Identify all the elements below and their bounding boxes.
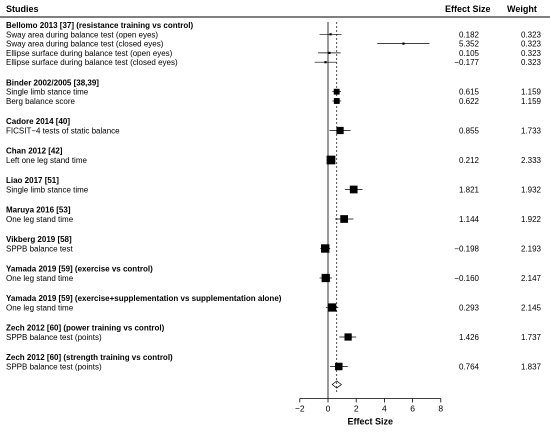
study-name: Binder 2002/2005 [38,39] xyxy=(6,78,99,87)
x-tick-label: 6 xyxy=(410,404,415,414)
effect-size-value: −0.160 xyxy=(454,274,479,283)
weight-value: 1.932 xyxy=(521,186,542,195)
effect-size-value: 0.212 xyxy=(459,156,480,165)
study-name: Yamada 2019 [59] (exercise+supplementati… xyxy=(6,294,282,303)
study-name: Zech 2012 [60] (power training vs contro… xyxy=(6,324,165,333)
effect-marker xyxy=(328,303,337,312)
effect-marker xyxy=(336,126,344,135)
outcome-label: One leg stand time xyxy=(6,304,74,313)
effect-size-value: 0.764 xyxy=(459,363,480,372)
effect-marker xyxy=(344,333,352,341)
effect-size-value: 1.821 xyxy=(459,186,480,195)
effect-size-value: −0.198 xyxy=(454,245,479,254)
effect-size-value: 0.615 xyxy=(459,88,480,97)
study-name: Maruya 2016 [53] xyxy=(6,206,71,215)
header-weight: Weight xyxy=(507,4,537,14)
outcome-label: Sway area during balance test (open eyes… xyxy=(6,30,158,39)
effect-marker xyxy=(328,51,331,54)
outcome-label: One leg stand time xyxy=(6,215,74,224)
outcome-label: Berg balance score xyxy=(6,97,75,106)
effect-size-value: −0.177 xyxy=(454,58,479,67)
outcome-label: Sway area during balance test (closed ey… xyxy=(6,40,164,49)
pooled-diamond xyxy=(331,380,342,389)
weight-value: 2.333 xyxy=(521,156,542,165)
outcome-label: SPPB balance test (points) xyxy=(6,363,102,372)
study-name: Yamada 2019 [59] (exercise vs control) xyxy=(6,265,153,274)
study-name: Chan 2012 [42] xyxy=(6,147,63,156)
study-name: Liao 2017 [51] xyxy=(6,176,59,185)
study-name: Zech 2012 [60] (strength training vs con… xyxy=(6,353,173,362)
effect-marker xyxy=(335,362,343,371)
effect-size-value: 0.622 xyxy=(459,97,480,106)
x-axis-title: Effect Size xyxy=(348,417,394,427)
effect-marker xyxy=(329,33,332,36)
study-name: Vikberg 2019 [58] xyxy=(6,235,72,244)
weight-value: 1.837 xyxy=(521,363,542,372)
effect-size-value: 1.144 xyxy=(459,215,480,224)
outcome-label: Left one leg stand time xyxy=(6,156,87,165)
effect-size-value: 0.855 xyxy=(459,127,480,136)
effect-marker xyxy=(321,244,330,253)
x-tick-label: 8 xyxy=(438,404,443,414)
outcome-label: SPPB balance test xyxy=(6,245,73,254)
x-tick-label: −2 xyxy=(295,404,305,414)
effect-size-value: 1.426 xyxy=(459,333,480,342)
effect-size-value: 0.182 xyxy=(459,30,480,39)
outcome-label: SPPB balance test (points) xyxy=(6,333,102,342)
weight-value: 0.323 xyxy=(521,40,542,49)
weight-value: 1.159 xyxy=(521,88,542,97)
weight-value: 2.147 xyxy=(521,274,542,283)
header-studies: Studies xyxy=(6,4,39,14)
effect-marker xyxy=(333,98,340,104)
weight-value: 0.323 xyxy=(521,30,542,39)
study-name: Cadore 2014 [40] xyxy=(6,117,70,126)
outcome-label: Single limb stance time xyxy=(6,186,89,195)
header-effect-size: Effect Size xyxy=(445,4,491,14)
x-axis: −2 0 2 4 6 8 Effect Size xyxy=(295,398,443,427)
outcome-label: Ellipse surface during balance test (clo… xyxy=(6,58,178,67)
effect-marker xyxy=(340,215,348,223)
x-tick-label: 4 xyxy=(382,404,387,414)
effect-size-value: 0.105 xyxy=(459,49,480,58)
weight-value: 1.922 xyxy=(521,215,542,224)
weight-value: 2.193 xyxy=(521,245,542,254)
effect-marker xyxy=(349,185,358,194)
weight-value: 2.145 xyxy=(521,304,542,313)
effect-size-value: 0.293 xyxy=(459,304,480,313)
effect-marker xyxy=(324,61,327,64)
outcome-label: Single limb stance time xyxy=(6,88,89,97)
effect-marker xyxy=(402,42,405,45)
weight-value: 1.737 xyxy=(521,333,542,342)
outcome-label: FICSIT−4 tests of static balance xyxy=(6,127,120,136)
outcome-label: Ellipse surface during balance test (ope… xyxy=(6,49,173,58)
weight-value: 1.733 xyxy=(521,127,542,136)
outcome-label: One leg stand time xyxy=(6,274,74,283)
weight-value: 0.323 xyxy=(521,49,542,58)
effect-marker xyxy=(326,155,336,165)
effect-size-value: 5.352 xyxy=(459,40,480,49)
effect-marker xyxy=(321,273,330,283)
study-rows: Bellomo 2013 [37] (resistance training v… xyxy=(6,21,542,399)
x-tick-label: 2 xyxy=(354,404,359,414)
study-name: Bellomo 2013 [37] (resistance training v… xyxy=(6,21,194,30)
weight-value: 1.159 xyxy=(521,97,542,106)
weight-value: 0.323 xyxy=(521,58,542,67)
x-tick-label: 0 xyxy=(326,404,331,414)
